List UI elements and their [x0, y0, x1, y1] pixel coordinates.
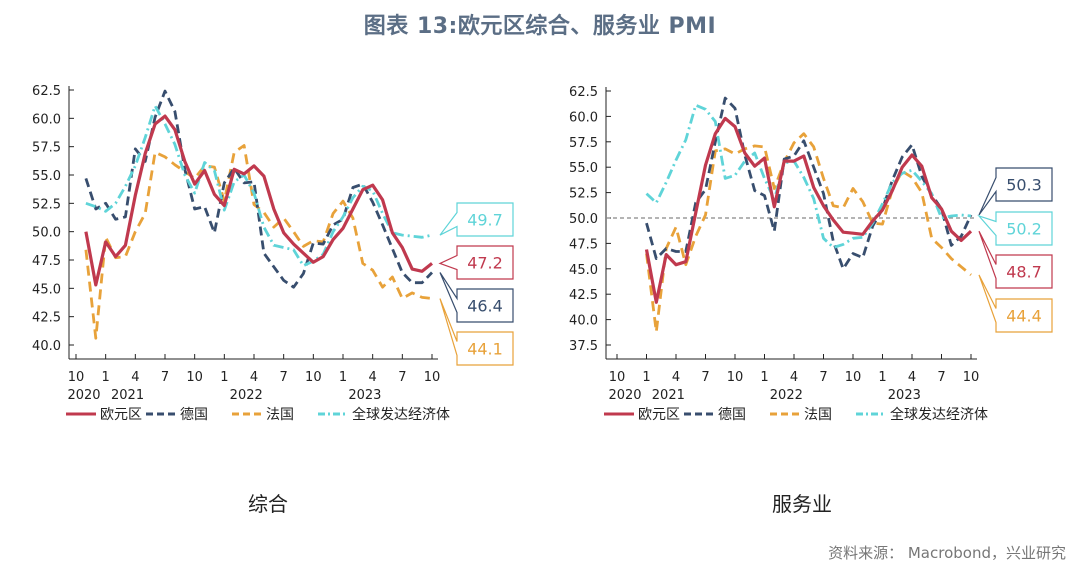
y-tick-label: 40.0 [32, 339, 61, 354]
x-tick-label: 4 [908, 370, 916, 385]
y-tick-label: 55.0 [569, 161, 598, 176]
callout-global: 50.2 [977, 211, 1053, 246]
callout-box-germany [978, 167, 1053, 216]
x-tick-label: 10 [68, 370, 85, 385]
legend-label-euro: 欧元区 [100, 407, 142, 423]
legend-label-france: 法国 [266, 407, 294, 423]
x-tick-label: 7 [937, 370, 945, 385]
y-tick-label: 60.0 [569, 110, 598, 125]
x-tick-label: 1 [642, 370, 650, 385]
x-tick-label: 10 [305, 370, 322, 385]
x-tick-label: 4 [131, 370, 139, 385]
x-tick-label: 7 [819, 370, 827, 385]
page-title: 图表 13:欧元区综合、服务业 PMI [363, 14, 717, 39]
series-line-global [85, 104, 433, 268]
callout-euro: 47.2 [438, 245, 514, 280]
series-line-euro [84, 114, 433, 287]
legend-label-germany: 德国 [718, 407, 746, 423]
x-year-label: 2021 [111, 388, 144, 403]
callout-box-euro [978, 230, 1053, 289]
series-line-global [645, 103, 972, 249]
x-tick-label: 4 [672, 370, 680, 385]
x-tick-label: 7 [280, 370, 288, 385]
y-tick-label: 42.5 [32, 311, 61, 326]
x-tick-label: 1 [339, 370, 347, 385]
y-tick-label: 50.0 [32, 226, 61, 241]
x-tick-label: 10 [609, 370, 626, 385]
y-tick-label: 42.5 [569, 288, 598, 303]
legend-label-euro: 欧元区 [638, 407, 680, 423]
x-tick-label: 4 [250, 370, 258, 385]
source-note: 资料来源： Macrobond，兴业研究 [828, 544, 1066, 562]
y-tick-label: 57.5 [569, 136, 598, 151]
callout-box-global [977, 211, 1053, 246]
callout-germany: 50.3 [978, 167, 1053, 216]
x-tick-label: 4 [790, 370, 798, 385]
x-tick-label: 1 [760, 370, 768, 385]
callout-value-global: 49.7 [467, 211, 503, 230]
x-year-label: 2021 [652, 388, 685, 403]
services-chart-subtitle: 服务业 [772, 492, 832, 516]
x-tick-label: 4 [369, 370, 377, 385]
composite-pmi-chart: 62.5 60.0 57.5 55.0 52.5 50.0 47.5 45.0 42.5 40.0… [32, 84, 514, 423]
callout-box-germany [439, 272, 514, 323]
callout-value-germany: 46.4 [467, 297, 503, 316]
callout-value-germany: 50.3 [1006, 176, 1042, 195]
callout-box-euro [438, 245, 514, 280]
y-tick-label: 57.5 [32, 141, 61, 156]
series-line-germany [645, 96, 973, 271]
x-tick-label: 10 [424, 370, 441, 385]
x-year-label: 2023 [348, 388, 381, 403]
x-tick-label: 1 [878, 370, 886, 385]
series-line-euro [644, 116, 973, 304]
x-year-label: 2022 [770, 388, 803, 403]
y-tick-label: 40.0 [569, 314, 598, 329]
legend-label-germany: 德国 [180, 407, 208, 423]
callout-value-france: 44.1 [467, 340, 503, 359]
callout-euro: 48.7 [978, 230, 1053, 289]
y-tick-label: 60.0 [32, 112, 61, 127]
y-tick-label: 47.5 [569, 237, 598, 252]
callout-value-france: 44.4 [1006, 307, 1042, 326]
x-tick-label: 7 [398, 370, 406, 385]
legend-label-global: 全球发达经济体 [890, 406, 988, 423]
y-tick-label: 55.0 [32, 169, 61, 184]
callout-value-euro: 48.7 [1006, 263, 1042, 282]
y-tick-label: 50.0 [569, 212, 598, 227]
x-tick-label: 10 [845, 370, 862, 385]
callout-france: 44.4 [978, 274, 1053, 333]
series-line-france [645, 132, 972, 334]
y-tick-label: 45.0 [569, 263, 598, 278]
x-year-label: 2020 [67, 388, 100, 403]
composite-chart-subtitle: 综合 [248, 492, 288, 516]
y-tick-label: 45.0 [32, 282, 61, 297]
legend-label-france: 法国 [804, 407, 832, 423]
x-year-label: 2023 [888, 388, 921, 403]
x-tick-label: 10 [963, 370, 980, 385]
callout-france: 44.1 [439, 298, 514, 366]
callout-box-global [439, 202, 514, 237]
x-tick-label: 1 [220, 370, 228, 385]
y-tick-label: 37.5 [569, 339, 598, 354]
callout-value-euro: 47.2 [467, 254, 503, 273]
y-tick-label: 47.5 [32, 254, 61, 269]
x-tick-label: 10 [186, 370, 203, 385]
y-tick-label: 62.5 [569, 85, 598, 100]
x-tick-label: 7 [161, 370, 169, 385]
callout-box-france [439, 298, 514, 366]
callout-germany: 46.4 [439, 272, 514, 323]
legend-label-global: 全球发达经济体 [352, 406, 450, 423]
services-pmi-chart: 62.5 60.0 57.5 55.0 52.5 50.0 47.5 45.0 42.5 40.0… [569, 85, 1053, 423]
y-tick-label: 52.5 [569, 187, 598, 202]
x-tick-label: 1 [102, 370, 110, 385]
x-tick-label: 7 [701, 370, 709, 385]
callout-global: 49.7 [439, 202, 514, 237]
x-year-label: 2022 [230, 388, 263, 403]
x-tick-label: 10 [727, 370, 744, 385]
callout-box-france [978, 274, 1053, 333]
x-year-label: 2020 [608, 388, 641, 403]
callout-value-global: 50.2 [1006, 220, 1042, 239]
y-tick-label: 62.5 [32, 84, 61, 99]
y-tick-label: 52.5 [32, 197, 61, 212]
